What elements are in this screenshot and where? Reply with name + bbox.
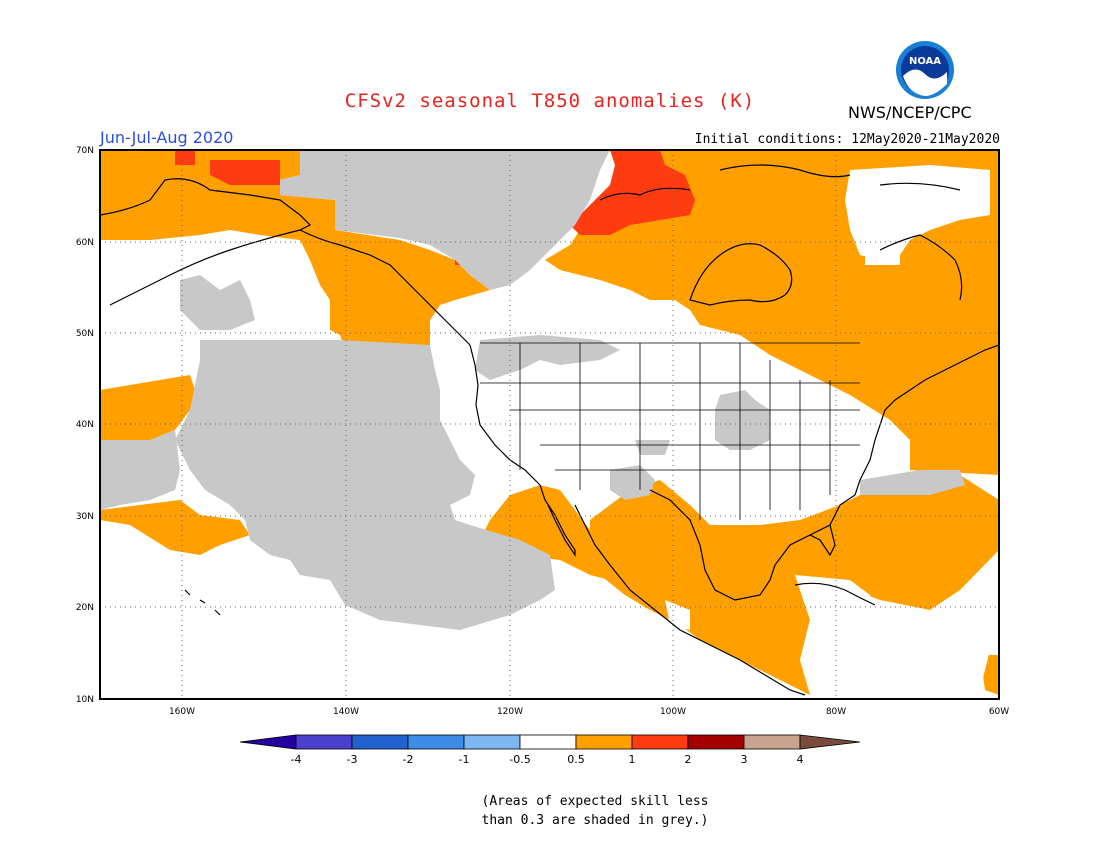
anomaly-red-regions <box>175 150 695 265</box>
grey-pacific <box>175 340 555 630</box>
lon-label: 160W <box>169 707 195 717</box>
footnote-line-1: (Areas of expected skill less <box>481 794 709 809</box>
colorbar-swatch <box>295 734 353 750</box>
grey-gulf-of-alaska <box>180 275 255 330</box>
colorbar-swatch <box>575 734 633 750</box>
coast-east-us <box>854 344 999 496</box>
colorbar-swatch <box>519 734 577 750</box>
grey-plains <box>475 335 620 380</box>
colorbar-tick: -4 <box>291 753 302 766</box>
colorbar-tick: -1 <box>459 753 470 766</box>
lat-label: 60N <box>76 238 94 248</box>
lat-label: 10N <box>76 695 94 705</box>
season-label: Jun-Jul-Aug 2020 <box>100 128 234 147</box>
anomaly-orange-regions <box>100 150 999 695</box>
region-pacific-west <box>100 375 195 440</box>
grey-pacific-west <box>100 430 180 510</box>
colorbar-tick: 1 <box>629 753 636 766</box>
colorbar <box>239 734 861 750</box>
lat-label: 50N <box>76 329 94 339</box>
colorbar-tick: 2 <box>685 753 692 766</box>
grey-midwest <box>715 390 770 450</box>
colorbar-swatch <box>687 734 745 750</box>
colorbar-tick: 3 <box>741 753 748 766</box>
lon-label: 80W <box>826 707 846 717</box>
graticule <box>100 150 999 699</box>
longitude-labels: 160W 140W 120W 100W 80W 60W <box>169 707 1009 717</box>
state-borders <box>480 342 860 520</box>
coast-alaska <box>100 178 312 306</box>
colorbar-tick: -3 <box>347 753 358 766</box>
lat-label: 40N <box>76 420 94 430</box>
initial-conditions-label: Initial conditions: 12May2020-21May2020 <box>694 132 1000 147</box>
grey-mexico-inland <box>610 465 655 500</box>
coast-west-us <box>469 344 541 486</box>
lon-label: 60W <box>989 707 1009 717</box>
coast-hawaii <box>184 589 221 616</box>
lon-label: 140W <box>333 707 359 717</box>
colorbar-tick: -2 <box>403 753 414 766</box>
coast-hudson-bay <box>689 243 793 306</box>
lat-label: 20N <box>76 603 94 613</box>
map-title: CFSv2 seasonal T850 anomalies (K) <box>344 90 756 112</box>
coast-florida <box>809 524 836 557</box>
coast-mexico-pacific <box>574 504 806 696</box>
region-caribbean-east <box>980 655 999 695</box>
coast-baja <box>539 484 576 557</box>
grey-arctic <box>280 150 610 290</box>
colorbar-right-arrow <box>799 734 861 750</box>
region-mexico-west <box>480 485 610 580</box>
region-mexico-gulf <box>590 475 999 695</box>
region-canada-east <box>545 150 999 475</box>
colorbar-swatch <box>631 734 689 750</box>
lon-label: 100W <box>660 707 686 717</box>
lat-label: 70N <box>76 146 94 156</box>
coast-arctic-islands <box>599 164 961 201</box>
region-pacific-south <box>100 500 250 555</box>
colorbar-tick: -0.5 <box>509 753 530 766</box>
colorbar-swatch <box>407 734 465 750</box>
skill-footnote: (Areas of expected skill less than 0.3 a… <box>0 792 1100 830</box>
colorbar-swatch <box>743 734 801 750</box>
region-red-speck <box>455 255 465 265</box>
noaa-logo: NOAA <box>896 41 954 99</box>
colorbar-tick-labels: -4 -3 -2 -1 -0.5 0.5 1 2 3 4 <box>291 753 804 766</box>
region-red-canada <box>570 150 695 235</box>
latitude-labels: 70N 60N 50N 40N 30N 20N 10N <box>76 146 94 705</box>
colorbar-tick: 4 <box>797 753 804 766</box>
region-red-alaska-north <box>175 150 195 165</box>
lon-label: 120W <box>497 707 523 717</box>
coastlines <box>100 164 999 696</box>
region-alaska-yukon <box>100 150 490 350</box>
grey-atlantic <box>860 470 965 495</box>
colorbar-tick: 0.5 <box>567 753 585 766</box>
colorbar-left-arrow <box>239 734 297 750</box>
neutral-white-holes <box>110 165 990 690</box>
coast-alaska-panhandle <box>299 229 471 346</box>
colorbar-swatch <box>463 734 521 750</box>
coast-gulf <box>649 489 856 601</box>
footnote-line-2: than 0.3 are shaded in grey.) <box>481 813 709 828</box>
colorbar-swatch <box>351 734 409 750</box>
noaa-logo-text: NOAA <box>909 56 941 67</box>
agency-label: NWS/NCEP/CPC <box>848 103 972 122</box>
low-skill-grey-regions <box>100 150 965 630</box>
anomaly-field <box>100 150 999 695</box>
coast-cuba <box>794 582 876 606</box>
grey-texas <box>635 440 670 455</box>
coast-labrador <box>879 234 963 301</box>
lat-label: 30N <box>76 512 94 522</box>
map-frame <box>99 149 1000 700</box>
region-red-alaska <box>210 160 280 185</box>
